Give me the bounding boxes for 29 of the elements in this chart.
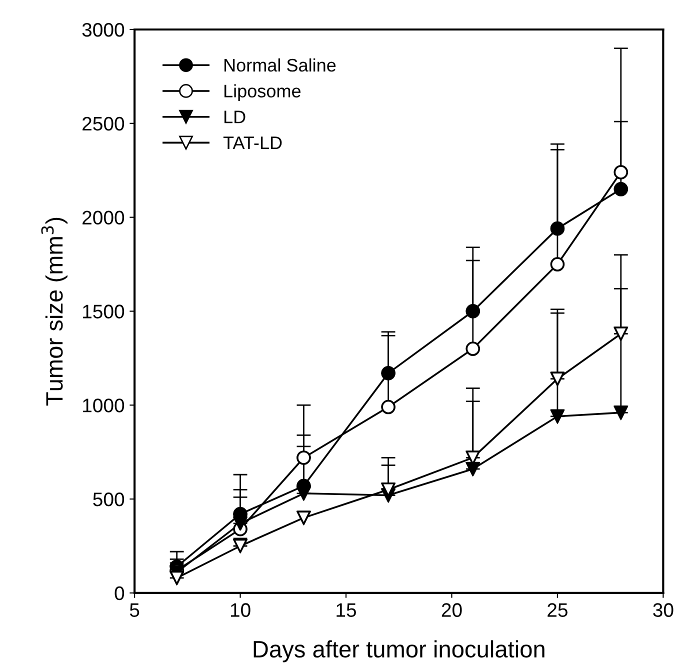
x-tick-label: 5 — [130, 603, 140, 617]
point — [466, 462, 480, 476]
y-tick-label: 2500 — [82, 116, 124, 131]
point — [233, 538, 248, 554]
point — [233, 516, 248, 531]
point — [614, 405, 628, 420]
y-tick-label: 1000 — [83, 398, 124, 412]
x-tick-label: 25 — [548, 603, 568, 617]
legend-label: Normal Saline — [224, 58, 336, 72]
x-tick-label: 20 — [442, 603, 462, 617]
y-tick-label: 500 — [93, 492, 124, 506]
x-tick-label: 30 — [653, 603, 674, 617]
point — [296, 510, 311, 525]
y-axis-title: Tumor size (mm$^{3}$) — [41, 218, 68, 406]
x-tick-label: 15 — [336, 603, 356, 617]
point — [550, 409, 565, 424]
point — [550, 372, 565, 386]
point — [296, 486, 311, 501]
legend-label: LD — [224, 110, 246, 124]
x-tick-label: 10 — [230, 603, 250, 617]
y-tick-label: 3000 — [82, 22, 124, 37]
point — [614, 326, 628, 341]
y-tick-label: 2000 — [82, 210, 124, 225]
y-tick-label: 0 — [114, 586, 124, 600]
y-tick-label: 1500 — [83, 304, 124, 318]
legend-label: Liposome — [224, 84, 301, 102]
legend-label: TAT-LD — [223, 136, 282, 150]
x-axis-title: Days after tumor inoculation — [254, 640, 544, 662]
point — [170, 570, 184, 586]
